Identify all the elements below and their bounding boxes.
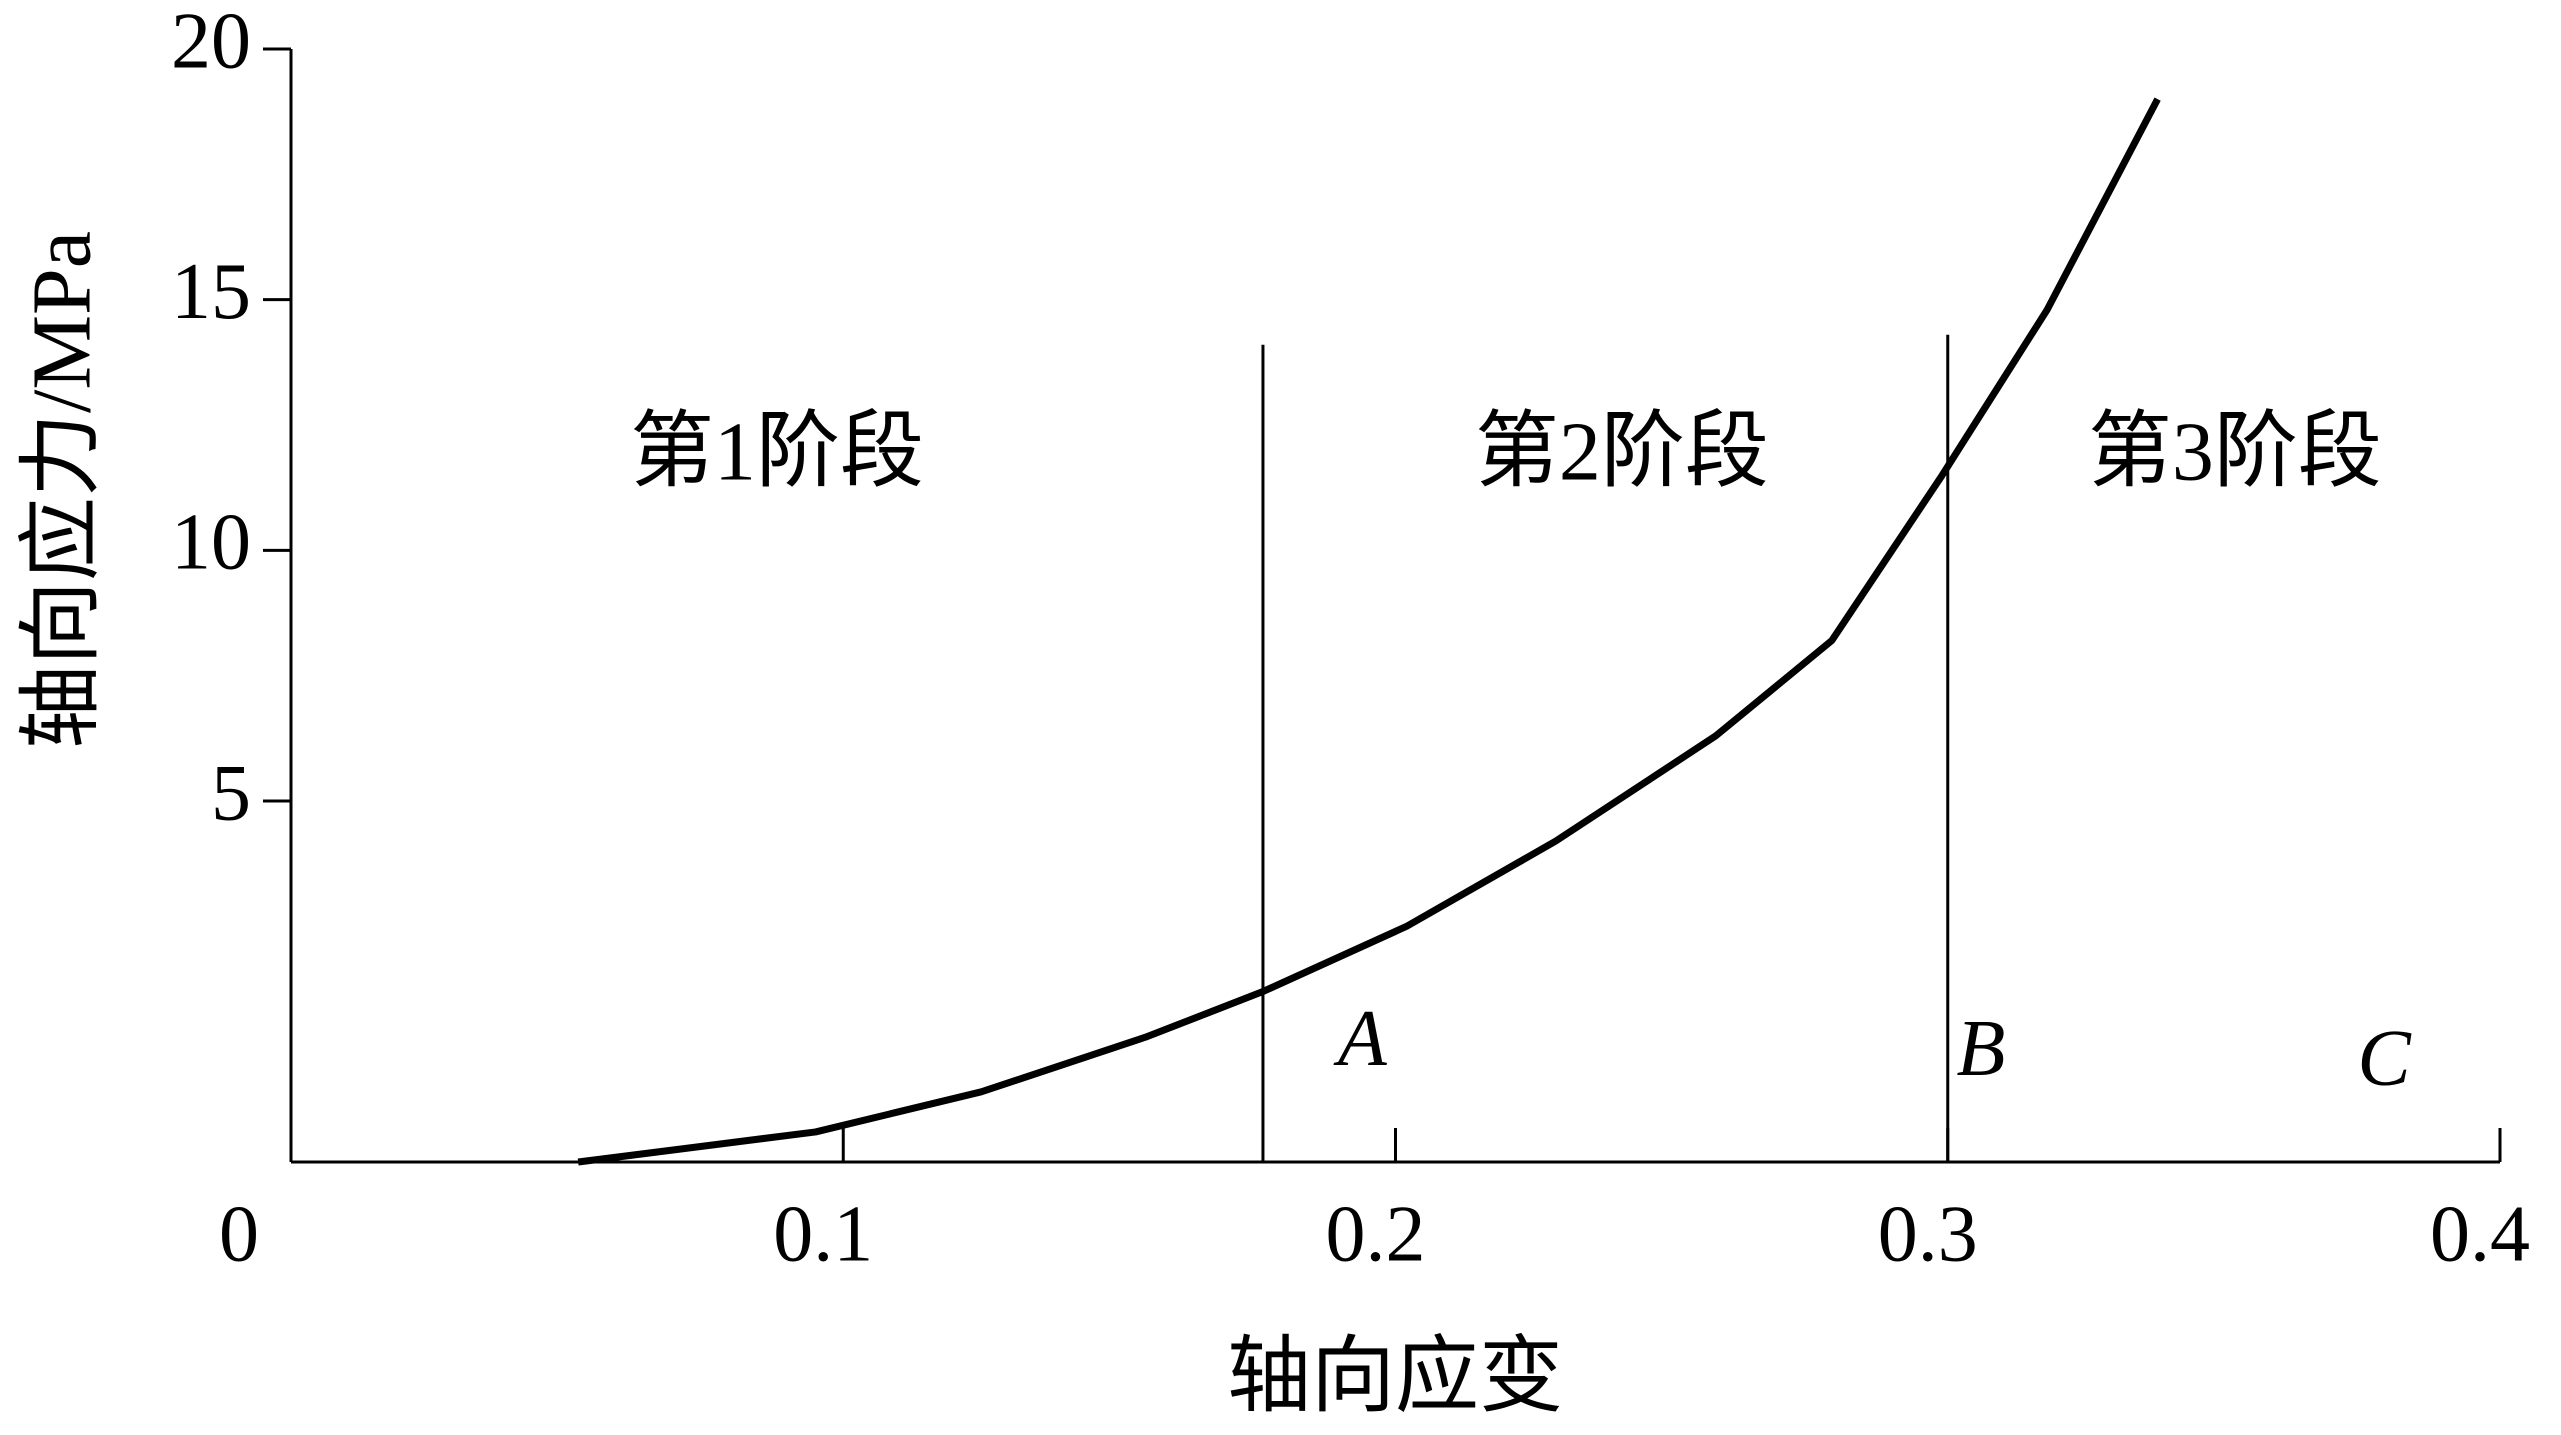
curve [577, 97, 2161, 1166]
y-tick-label: 15 [171, 248, 251, 336]
y-axis-title: 轴向应力/MPa [15, 231, 108, 749]
x-tick-label: 0.2 [1326, 1190, 1426, 1278]
y-tick-label: 10 [171, 499, 251, 587]
stage-label: 第1阶段 [630, 405, 924, 498]
stage-label: 第2阶段 [1475, 405, 1769, 498]
y-tick-label: 5 [211, 749, 251, 837]
x-tick-label: 0.3 [1878, 1190, 1978, 1278]
x-tick-label: 0.1 [773, 1190, 873, 1278]
point-label: B [1956, 1005, 2005, 1093]
y-tick-label: 20 [171, 0, 251, 85]
x-axis-title: 轴向应变 [1227, 1330, 1563, 1423]
point-label: A [1333, 995, 1388, 1083]
x-tick-label: 0 [219, 1190, 259, 1278]
point-label: C [2357, 1015, 2412, 1103]
x-tick-label: 0.4 [2430, 1190, 2530, 1278]
stage-label: 第3阶段 [2088, 405, 2382, 498]
